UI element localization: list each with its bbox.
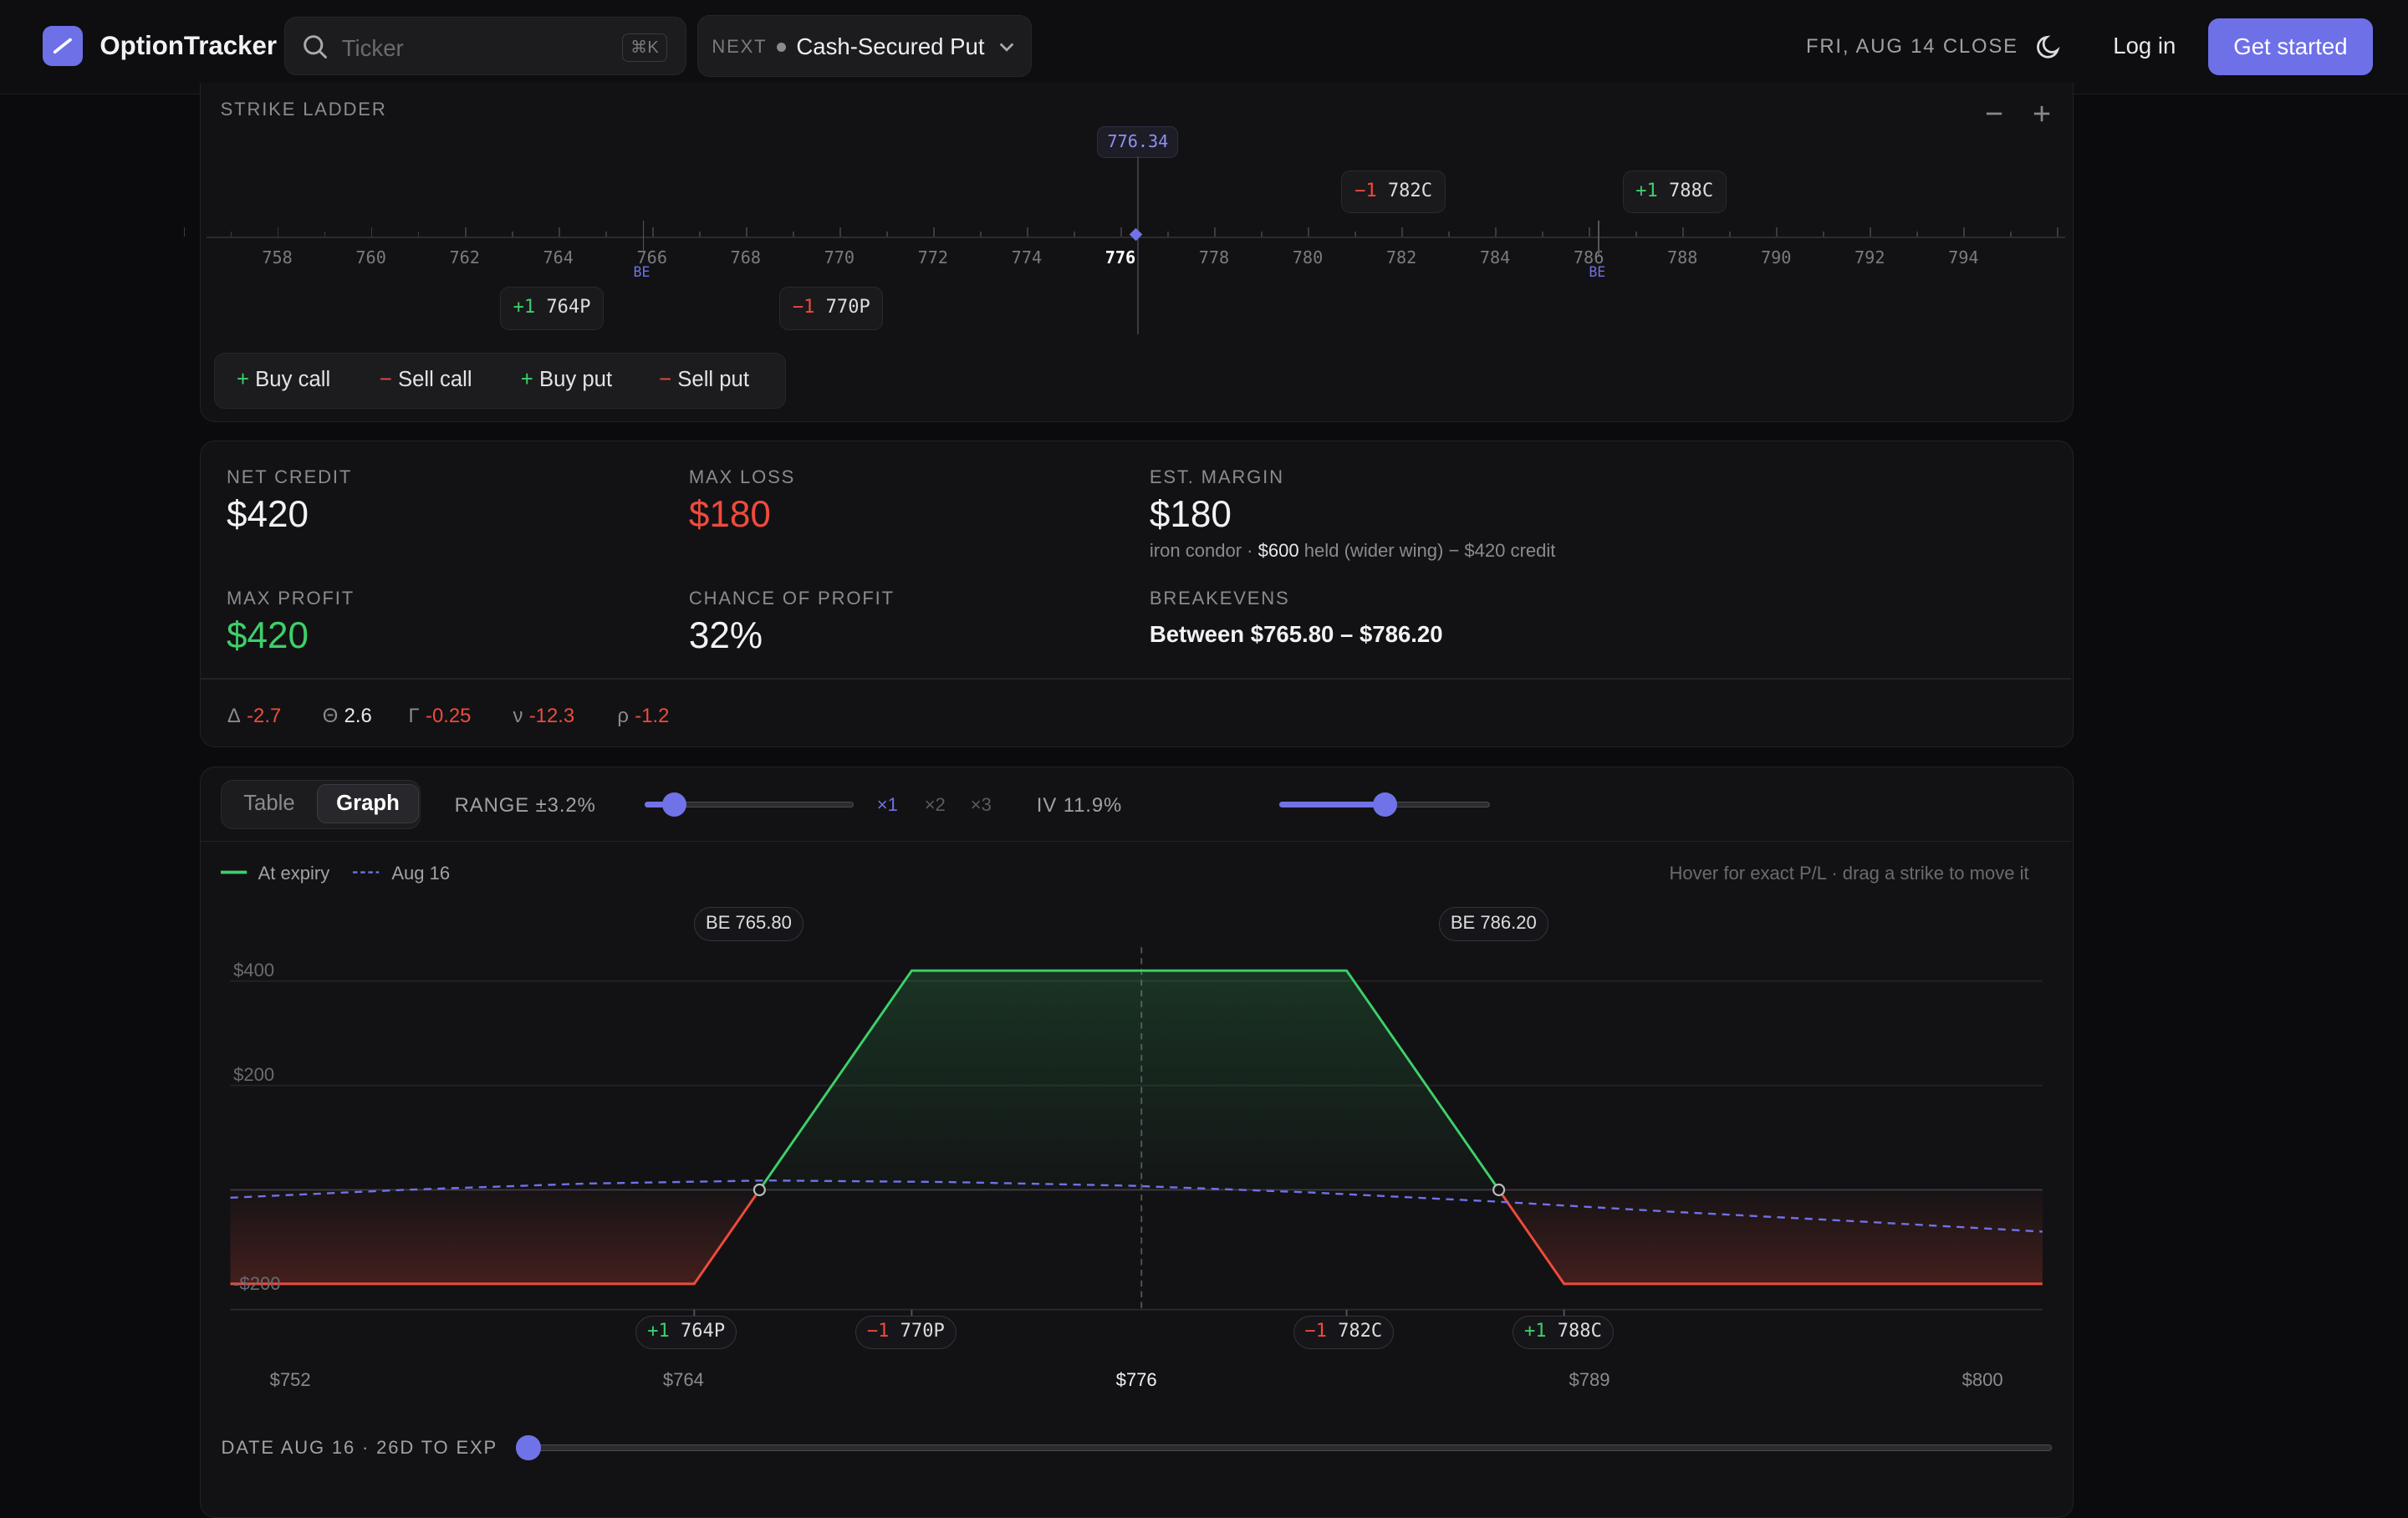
loss-area-right [1499,1189,2043,1283]
breakeven-point [1493,1184,1504,1195]
loss-area-left [231,1189,760,1283]
date-slider[interactable] [516,1435,2052,1459]
date-label: DATE AUG 16 · 26D TO EXP [221,1437,497,1459]
leg-qty: +1 [1524,1321,1547,1342]
y-tick-label: $400 [233,960,274,981]
y-tick-label: $200 [233,1064,274,1086]
graph-leg-chip[interactable]: −1 770P [855,1316,957,1349]
leg-qty: −1 [867,1321,890,1342]
leg-strike: 788C [1558,1321,1602,1342]
graph-leg-chip[interactable]: +1 788C [1513,1316,1614,1349]
x-tick-label: $789 [1569,1369,1610,1391]
x-tick-label-current: $776 [1116,1369,1157,1391]
date-slider-track [516,1444,2052,1450]
date-slider-thumb[interactable] [516,1435,540,1459]
graph-leg-chip[interactable]: −1 782C [1293,1316,1395,1349]
leg-qty: +1 [647,1321,670,1342]
x-tick-label: $752 [270,1369,311,1391]
leg-strike: 770P [900,1321,945,1342]
graph-leg-chip[interactable]: +1 764P [635,1316,737,1349]
leg-qty: −1 [1304,1321,1327,1342]
profit-area [759,970,1498,1189]
breakeven-tag-right: BE 786.20 [1439,907,1548,940]
x-tick-label: $800 [1962,1369,2003,1391]
breakeven-tag-left: BE 765.80 [694,907,804,940]
leg-strike: 764P [681,1321,725,1342]
breakeven-point [754,1184,765,1195]
leg-strike: 782C [1338,1321,1382,1342]
y-tick-label: -$200 [233,1273,280,1295]
x-tick-label: $764 [663,1369,704,1391]
